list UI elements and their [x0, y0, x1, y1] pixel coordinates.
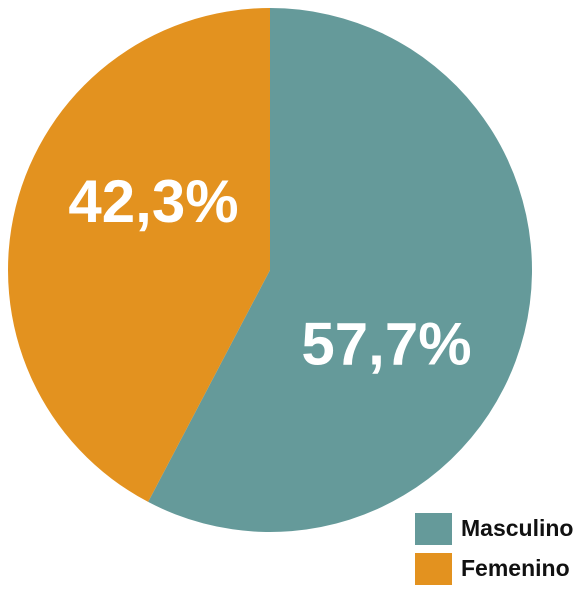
legend-label: Femenino: [461, 555, 570, 581]
value-label: 42,3%: [68, 168, 238, 235]
pie-slice: [148, 8, 532, 532]
value-label: 57,7%: [301, 311, 471, 378]
pie-slice: [8, 8, 271, 502]
legend-label: Masculino: [461, 515, 573, 541]
legend-swatch: [415, 513, 452, 545]
legend-swatch: [415, 553, 452, 585]
